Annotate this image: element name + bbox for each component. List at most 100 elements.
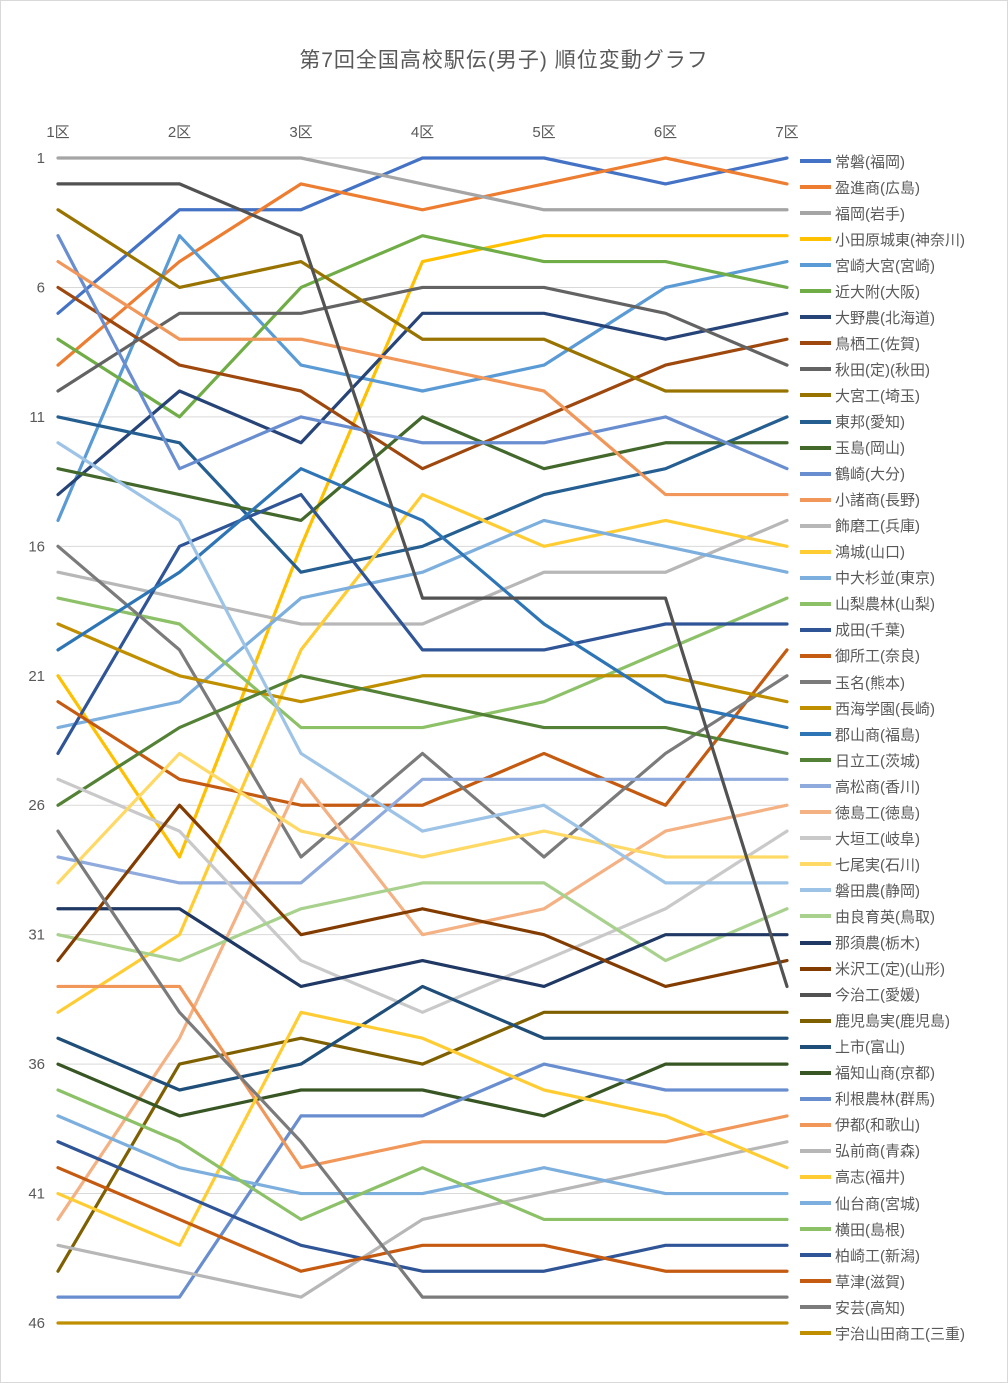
series-line-弘前商(青森)[interactable]: [56, 1140, 789, 1299]
series-line-鴻城(山口)[interactable]: [56, 492, 789, 1014]
legend-label: 大垣工(岐阜): [835, 830, 920, 848]
legend-item[interactable]: 草津(滋賀): [800, 1268, 905, 1294]
series-line-秋田(定)(秋田)[interactable]: [56, 285, 789, 393]
series-line-常磐(福岡)[interactable]: [56, 156, 789, 315]
legend-item[interactable]: 鴻城(山口): [800, 539, 905, 565]
series-line-安芸(高知)[interactable]: [56, 829, 789, 1299]
series-line-鹿児島実(鹿児島)[interactable]: [56, 1010, 789, 1273]
series-line-日立工(茨城)[interactable]: [56, 674, 789, 807]
series-line-盈進商(広島)[interactable]: [56, 156, 789, 367]
legend-item[interactable]: 徳島工(徳島): [800, 799, 920, 825]
legend-item[interactable]: 日立工(茨城): [800, 747, 920, 773]
legend-label: 伊都(和歌山): [835, 1117, 920, 1135]
legend-item[interactable]: 鶴崎(大分): [800, 461, 905, 487]
series-line-七尾実(石川)[interactable]: [56, 751, 789, 885]
legend-item[interactable]: 御所工(奈良): [800, 643, 920, 669]
series-line-小諸商(長野)[interactable]: [56, 259, 789, 497]
legend-item[interactable]: 上市(富山): [800, 1034, 905, 1060]
series-line-成田(千葉)[interactable]: [56, 492, 789, 756]
series-line-草津(滋賀)[interactable]: [56, 1166, 789, 1273]
series-line-高松商(香川)[interactable]: [56, 777, 789, 885]
legend-item[interactable]: 鳥栖工(佐賀): [800, 330, 920, 356]
series-line-利根農林(群馬)[interactable]: [56, 1062, 789, 1299]
series-line-飾磨工(兵庫)[interactable]: [56, 518, 789, 626]
series-line-御所工(奈良)[interactable]: [56, 648, 789, 807]
legend-item[interactable]: 柏崎工(新潟): [800, 1242, 920, 1268]
series-line-伊都(和歌山)[interactable]: [56, 984, 789, 1170]
legend-item[interactable]: 宇治山田商工(三重): [800, 1320, 965, 1346]
series-line-今治工(愛媛)[interactable]: [56, 182, 789, 989]
legend-item[interactable]: 伊都(和歌山): [800, 1112, 920, 1138]
legend-item[interactable]: 由良育英(鳥取): [800, 903, 935, 929]
series-line-高志(福井)[interactable]: [56, 1010, 789, 1247]
legend-item[interactable]: 秋田(定)(秋田): [800, 356, 930, 382]
legend-item[interactable]: 弘前商(青森): [800, 1138, 920, 1164]
legend-label: 徳島工(徳島): [835, 804, 920, 822]
legend-item[interactable]: 飾磨工(兵庫): [800, 513, 920, 539]
legend-label: 成田(千葉): [835, 622, 905, 640]
legend-item[interactable]: 常磐(福岡): [800, 148, 905, 174]
series-line-鶴崎(大分)[interactable]: [56, 234, 789, 471]
series-line-東邦(愛知)[interactable]: [56, 415, 789, 574]
series-line-中大杉並(東京)[interactable]: [56, 518, 789, 730]
legend-item[interactable]: 今治工(愛媛): [800, 982, 920, 1008]
series-line-近大附(大阪)[interactable]: [56, 234, 789, 419]
series-line-由良育英(鳥取)[interactable]: [56, 881, 789, 963]
legend-item[interactable]: 山梨農林(山梨): [800, 591, 935, 617]
legend-item[interactable]: 利根農林(群馬): [800, 1086, 935, 1112]
series-line-徳島工(徳島)[interactable]: [56, 777, 789, 1222]
legend-item[interactable]: 七尾実(石川): [800, 851, 920, 877]
legend-label: 近大附(大阪): [835, 283, 920, 301]
legend-item[interactable]: 盈進商(広島): [800, 174, 920, 200]
legend-item[interactable]: 横田(島根): [800, 1216, 905, 1242]
series-line-山梨農林(山梨)[interactable]: [56, 596, 789, 730]
legend-item[interactable]: 玉名(熊本): [800, 669, 905, 695]
series-line-福知山商(京都)[interactable]: [56, 1062, 789, 1118]
series-line-福岡(岩手)[interactable]: [56, 156, 789, 212]
series-line-横田(島根)[interactable]: [56, 1088, 789, 1222]
series-line-柏崎工(新潟)[interactable]: [56, 1140, 789, 1273]
series-line-米沢工(定)(山形)[interactable]: [56, 803, 789, 989]
legend-item[interactable]: 大宮工(埼玉): [800, 382, 920, 408]
legend-item[interactable]: 玉島(岡山): [800, 435, 905, 461]
series-line-小田原城東(神奈川)[interactable]: [56, 234, 789, 859]
legend-swatch-icon: [800, 1096, 831, 1101]
legend-item[interactable]: 東邦(愛知): [800, 409, 905, 435]
legend-item[interactable]: 磐田農(静岡): [800, 877, 920, 903]
series-line-玉島(岡山)[interactable]: [56, 415, 789, 523]
legend-item[interactable]: 中大杉並(東京): [800, 565, 935, 591]
legend-label: 那須農(栃木): [835, 935, 920, 952]
legend-label: 大宮工(埼玉): [835, 387, 920, 405]
series-line-上市(富山)[interactable]: [56, 984, 789, 1092]
legend-item[interactable]: 近大附(大阪): [800, 278, 920, 304]
series-line-鳥栖工(佐賀)[interactable]: [56, 285, 789, 471]
legend-item[interactable]: 鹿児島実(鹿児島): [800, 1008, 950, 1034]
series-line-大宮工(埼玉)[interactable]: [56, 208, 789, 393]
legend-item[interactable]: 高松商(香川): [800, 773, 920, 799]
legend-item[interactable]: 安芸(高知): [800, 1294, 905, 1320]
legend-item[interactable]: 宮崎大宮(宮崎): [800, 252, 935, 278]
series-line-大垣工(岐阜)[interactable]: [56, 777, 789, 1014]
series-line-大野農(北海道)[interactable]: [56, 311, 789, 497]
series-line-西海学園(長崎)[interactable]: [56, 622, 789, 704]
legend-item[interactable]: 仙台商(宮城): [800, 1190, 920, 1216]
series-line-磐田農(静岡)[interactable]: [56, 441, 789, 885]
legend-swatch-icon: [800, 1070, 831, 1075]
legend-item[interactable]: 福岡(岩手): [800, 200, 905, 226]
legend-item[interactable]: 福知山商(京都): [800, 1060, 935, 1086]
legend-item[interactable]: 高志(福井): [800, 1164, 905, 1190]
legend-item[interactable]: 成田(千葉): [800, 617, 905, 643]
legend-item[interactable]: 大野農(北海道): [800, 304, 935, 330]
legend-item[interactable]: 小田原城東(神奈川): [800, 226, 965, 252]
series-line-仙台商(宮城)[interactable]: [56, 1114, 789, 1196]
series-line-那須農(栃木)[interactable]: [56, 907, 789, 989]
series-line-玉名(熊本)[interactable]: [56, 544, 789, 859]
legend-item[interactable]: 西海学園(長崎): [800, 695, 935, 721]
legend-item[interactable]: 米沢工(定)(山形): [800, 956, 945, 982]
legend-item[interactable]: 郡山商(福島): [800, 721, 920, 747]
legend-item[interactable]: 小諸商(長野): [800, 487, 920, 513]
series-line-宮崎大宮(宮崎)[interactable]: [56, 234, 789, 523]
legend-item[interactable]: 那須農(栃木): [800, 930, 920, 956]
series-line-郡山商(福島)[interactable]: [56, 467, 789, 730]
legend-item[interactable]: 大垣工(岐阜): [800, 825, 920, 851]
